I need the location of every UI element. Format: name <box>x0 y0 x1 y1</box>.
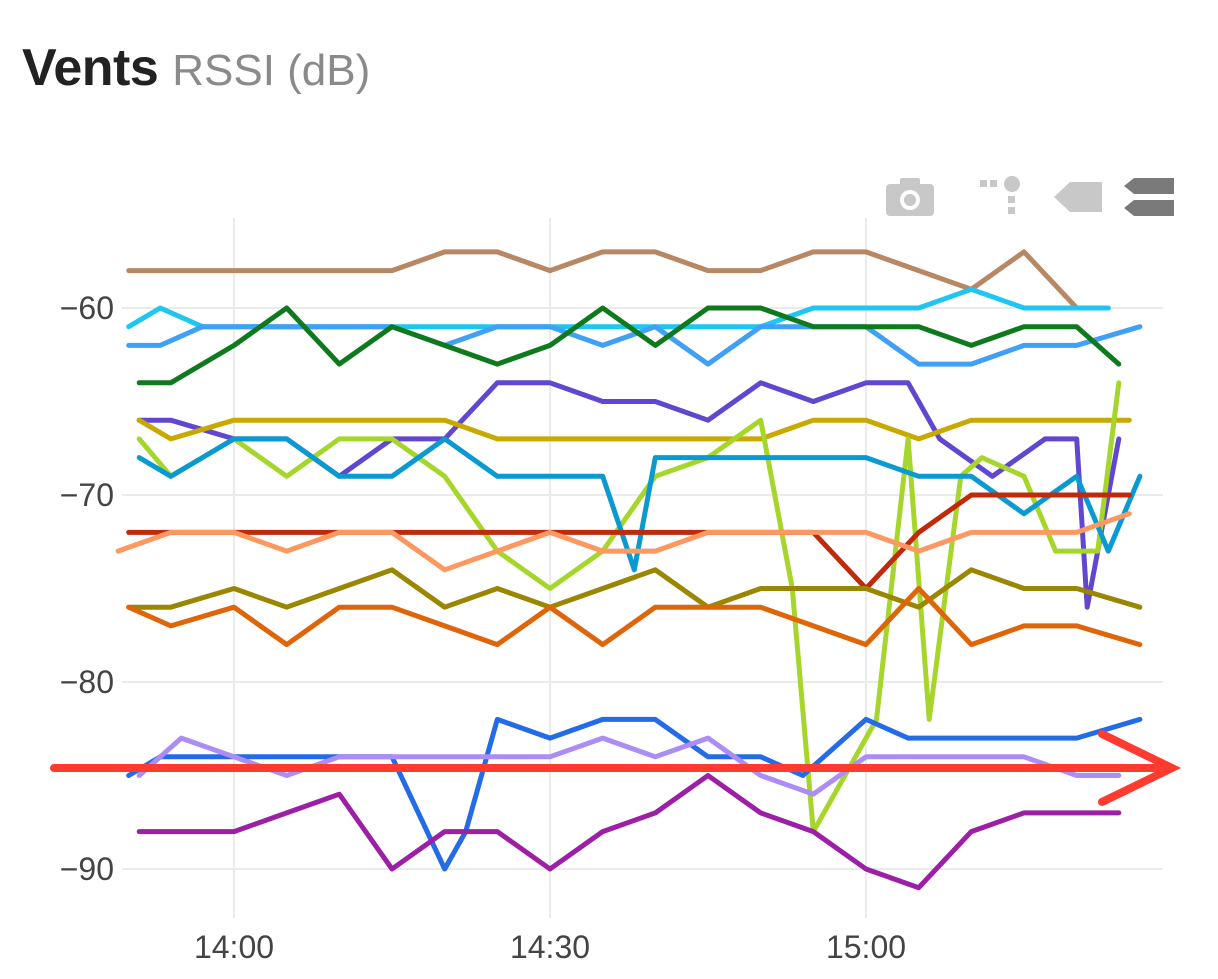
series-layer <box>115 249 1143 891</box>
y-tick-label: −60 <box>60 290 114 326</box>
y-tick-label: −90 <box>60 851 114 887</box>
grid-layer <box>122 218 1163 918</box>
x-tick-label: 14:00 <box>194 929 274 965</box>
series-line-9[interactable] <box>126 492 1132 591</box>
closest-hover-icon[interactable] <box>1054 182 1102 212</box>
series-line-7[interactable] <box>136 380 1122 835</box>
series-line-13[interactable] <box>126 716 1143 872</box>
chart-header: Vents RSSI (dB) <box>22 38 370 98</box>
series-line-6[interactable] <box>136 417 1132 442</box>
series-line-1[interactable] <box>126 249 1111 311</box>
x-tick-label: 14:30 <box>510 929 590 965</box>
modebar <box>886 176 1174 216</box>
chart-title: Vents <box>22 39 159 97</box>
series-line-4[interactable] <box>136 305 1122 386</box>
series-line-10[interactable] <box>115 511 1132 573</box>
camera-icon[interactable] <box>886 178 934 216</box>
chart-subtitle: RSSI (dB) <box>172 46 371 95</box>
series-line-11[interactable] <box>126 567 1143 610</box>
series-line-15[interactable] <box>136 773 1122 891</box>
series-line-12[interactable] <box>126 586 1143 648</box>
annotation-arrow-head <box>1098 730 1182 807</box>
annotation-layer <box>50 730 1182 807</box>
series-line-3[interactable] <box>126 324 1143 367</box>
compare-hover-icon[interactable] <box>980 176 1020 214</box>
y-tick-label: −70 <box>60 477 114 513</box>
toggle-spikes-icon[interactable] <box>1124 178 1174 216</box>
tick-layer: 14:00 14:30 15:00 −60 −70 −80 −90 <box>60 290 906 965</box>
y-tick-label: −80 <box>60 664 114 700</box>
series-line-14[interactable] <box>136 735 1122 797</box>
x-tick-label: 15:00 <box>826 929 906 965</box>
